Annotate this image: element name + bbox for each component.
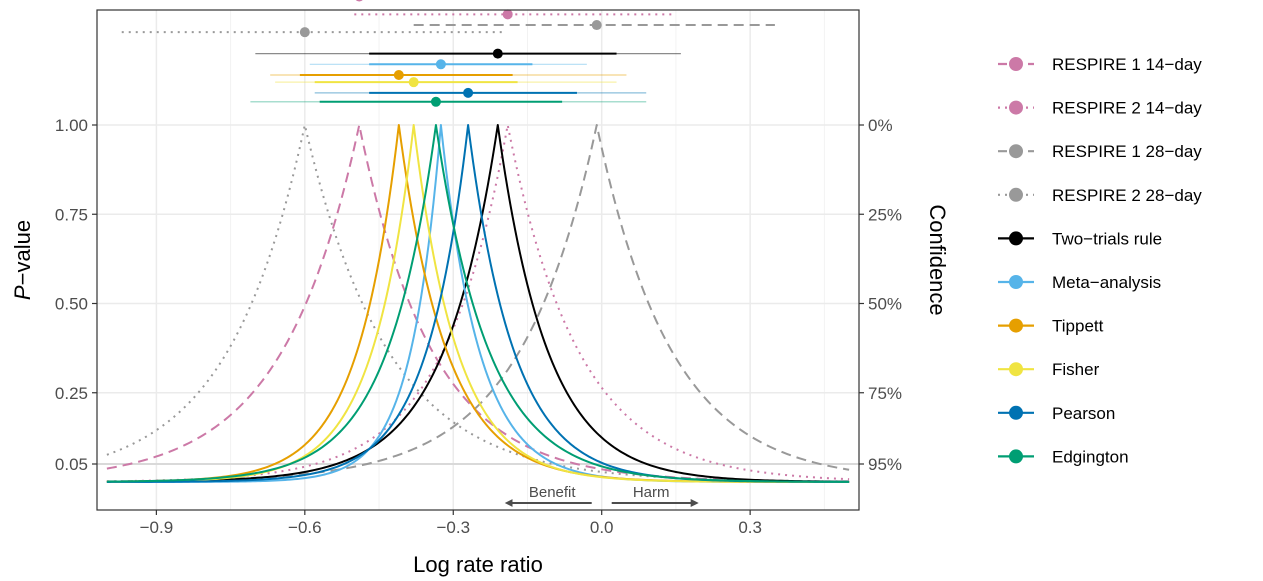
y2-tick-label: 75% bbox=[868, 384, 902, 403]
legend-label: Pearson bbox=[1052, 404, 1115, 423]
legend-marker bbox=[1009, 231, 1023, 246]
legend-label: RESPIRE 2 14−day bbox=[1052, 99, 1202, 118]
legend-label: Tippett bbox=[1052, 317, 1104, 336]
harm-label: Harm bbox=[633, 484, 670, 501]
p-value-curves bbox=[106, 124, 850, 483]
legend: RESPIRE 1 14−day RESPIRE 2 14−day RESPIRE … bbox=[998, 55, 1202, 466]
legend-marker bbox=[1009, 144, 1023, 159]
y-axis-title: P−value bbox=[10, 220, 35, 300]
y-tick-label: 0.05 bbox=[55, 455, 88, 474]
point-estimate-pearson bbox=[463, 87, 474, 98]
legend-label: Edgington bbox=[1052, 447, 1129, 466]
axes: −0.9 −0.6 −0.3 0.0 0.3 1.00 0% 0.75 25% 0.50 50% 0.… bbox=[55, 116, 902, 537]
x-tick-label: 0.3 bbox=[738, 518, 762, 537]
point-estimate-meta-analysis bbox=[435, 59, 446, 70]
legend-label: RESPIRE 2 28−day bbox=[1052, 186, 1202, 205]
y-axis-title-p: P bbox=[10, 285, 35, 300]
legend-item: RESPIRE 1 14−day bbox=[998, 55, 1202, 74]
curve-respire-1-28-day bbox=[106, 124, 850, 483]
legend-marker bbox=[1009, 57, 1023, 71]
point-estimate-respire-2-14-day bbox=[502, 9, 513, 20]
legend-item: Pearson bbox=[998, 404, 1115, 423]
x-tick-label: 0.0 bbox=[590, 518, 614, 537]
legend-marker bbox=[1009, 318, 1023, 333]
point-estimate-edgington bbox=[430, 96, 441, 107]
point-estimate-respire-1-14-day bbox=[355, 0, 363, 2]
legend-item: RESPIRE 1 28−day bbox=[998, 142, 1202, 161]
legend-marker bbox=[1009, 100, 1023, 115]
legend-label: RESPIRE 1 28−day bbox=[1052, 142, 1202, 161]
legend-label: RESPIRE 1 14−day bbox=[1052, 55, 1202, 74]
point-estimate-two-trials-rule bbox=[492, 48, 503, 59]
panel-border bbox=[96, 9, 860, 511]
y-axis-title-rest: −value bbox=[10, 220, 35, 285]
y2-tick-label: 50% bbox=[868, 295, 902, 314]
legend-marker bbox=[1009, 275, 1023, 289]
y-tick-label: 0.50 bbox=[55, 295, 88, 314]
legend-item: RESPIRE 2 14−day bbox=[998, 99, 1202, 118]
x-tick-label: −0.6 bbox=[288, 518, 322, 537]
legend-label: Meta−analysis bbox=[1052, 273, 1161, 292]
point-estimate-respire-1-28-day bbox=[591, 20, 602, 31]
y-tick-label: 1.00 bbox=[55, 116, 88, 135]
secondary-axis-title: Confidence bbox=[925, 204, 950, 315]
point-estimate-fisher bbox=[408, 77, 419, 88]
curve-two-trials-rule bbox=[106, 124, 850, 483]
point-estimate-tippett bbox=[393, 70, 404, 81]
curve-edgington bbox=[106, 124, 850, 483]
benefit-label: Benefit bbox=[529, 484, 577, 501]
legend-marker bbox=[1009, 405, 1023, 420]
x-tick-label: −0.9 bbox=[140, 518, 174, 537]
x-tick-label: −0.3 bbox=[436, 518, 470, 537]
confidence-intervals bbox=[121, 0, 775, 107]
x-axis-title: Log rate ratio bbox=[413, 552, 543, 577]
point-estimate-respire-2-28-day bbox=[299, 27, 310, 38]
legend-item: Meta−analysis bbox=[998, 273, 1161, 292]
y2-tick-label: 95% bbox=[868, 455, 902, 474]
legend-marker bbox=[1009, 449, 1023, 464]
legend-item: Edgington bbox=[998, 447, 1129, 466]
legend-marker bbox=[1009, 362, 1023, 377]
benefit-harm-annotation: Benefit Harm bbox=[504, 484, 699, 507]
legend-item: Fisher bbox=[998, 360, 1100, 379]
legend-item: Tippett bbox=[998, 317, 1104, 336]
legend-label: Fisher bbox=[1052, 360, 1100, 379]
y2-tick-label: 0% bbox=[868, 116, 893, 135]
legend-marker bbox=[1009, 187, 1023, 202]
y-tick-label: 0.75 bbox=[55, 205, 88, 224]
y2-tick-label: 25% bbox=[868, 205, 902, 224]
legend-label: Two−trials rule bbox=[1052, 229, 1162, 248]
y-tick-label: 0.25 bbox=[55, 384, 88, 403]
legend-item: Two−trials rule bbox=[998, 229, 1162, 248]
legend-item: RESPIRE 2 28−day bbox=[998, 186, 1202, 205]
